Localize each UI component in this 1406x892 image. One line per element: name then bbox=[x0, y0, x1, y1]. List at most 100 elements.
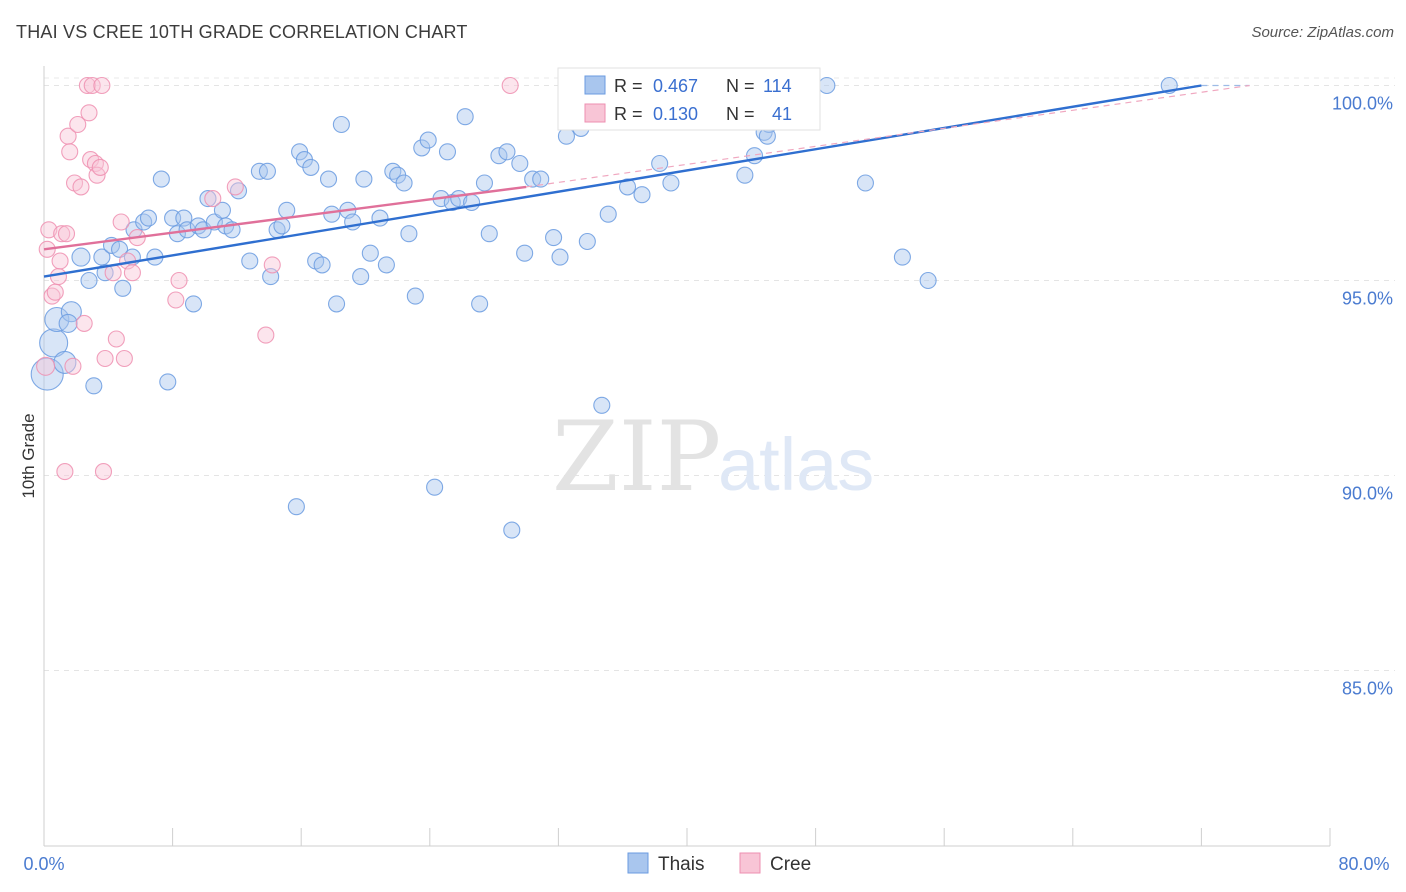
thais-point-106 bbox=[856, 174, 874, 192]
cree-point-17 bbox=[78, 76, 96, 95]
series-legend-swatch-thais bbox=[627, 852, 649, 874]
cree-trend-line bbox=[43, 185, 527, 251]
cree-point-34 bbox=[167, 291, 185, 309]
cree-point-36 bbox=[204, 190, 222, 208]
cree-trend-extension bbox=[526, 84, 1250, 188]
cree-point-28 bbox=[107, 330, 125, 348]
y-tick-label-85: 85.0% bbox=[1342, 679, 1393, 699]
cree-point-6 bbox=[51, 252, 69, 270]
gridlines bbox=[44, 77, 1395, 671]
thais-point-107 bbox=[893, 248, 911, 266]
cree-point-25 bbox=[94, 463, 113, 481]
thais-point-62 bbox=[406, 287, 424, 305]
thais-point-5 bbox=[58, 313, 78, 333]
cree-point-38 bbox=[257, 326, 275, 344]
legend-cree-r-value: 0.130 bbox=[653, 104, 698, 124]
cree-point-40 bbox=[501, 76, 519, 95]
x-ticks bbox=[43, 828, 1331, 846]
stats-legend: R = 0.467 N = 114 R = 0.130 N = 41 bbox=[557, 67, 821, 131]
thais-point-94 bbox=[633, 186, 651, 204]
cree-point-29 bbox=[112, 213, 130, 231]
thais-point-56 bbox=[371, 209, 389, 227]
cree-point-16 bbox=[75, 314, 93, 332]
cree-point-11 bbox=[61, 143, 79, 161]
thais-point-53 bbox=[352, 268, 370, 286]
cree-point-12 bbox=[64, 357, 82, 375]
chart-source: Source: ZipAtlas.com bbox=[1251, 24, 1394, 41]
thais-point-49 bbox=[328, 295, 346, 313]
cree-point-20 bbox=[83, 76, 101, 95]
thais-point-1 bbox=[39, 328, 69, 358]
thais-point-100 bbox=[736, 166, 754, 184]
thais-point-89 bbox=[593, 396, 611, 414]
thais-point-40 bbox=[278, 201, 296, 219]
thais-point-76 bbox=[498, 143, 516, 161]
thais-point-17 bbox=[139, 209, 158, 227]
series-legend-swatch-cree bbox=[739, 852, 761, 874]
thais-point-72 bbox=[471, 295, 489, 313]
thais-point-82 bbox=[545, 229, 563, 247]
watermark: ZIP atlas bbox=[552, 401, 874, 513]
cree-point-2 bbox=[40, 221, 58, 239]
thais-point-67 bbox=[438, 143, 457, 161]
thais-point-77 bbox=[503, 521, 521, 539]
cree-point-7 bbox=[53, 225, 71, 243]
thais-point-96 bbox=[651, 154, 669, 173]
thais-point-54 bbox=[355, 170, 373, 188]
watermark-atlas: atlas bbox=[718, 423, 874, 506]
legend-swatch-thais bbox=[584, 75, 606, 95]
cree-point-26 bbox=[96, 349, 114, 368]
y-tick-label-90: 90.0% bbox=[1342, 484, 1393, 504]
thais-point-61 bbox=[400, 225, 418, 243]
thais-point-65 bbox=[426, 478, 444, 496]
thais-point-104 bbox=[758, 127, 776, 145]
legend-cree-r-label: R = bbox=[614, 104, 643, 124]
cree-point-39 bbox=[263, 256, 281, 274]
legend-thais-n-value: 114 bbox=[763, 76, 792, 96]
thais-trend-line bbox=[43, 84, 1202, 278]
thais-point-46 bbox=[313, 256, 331, 274]
legend-cree-n-label: N = bbox=[726, 104, 755, 124]
thais-point-79 bbox=[516, 244, 534, 262]
thais-point-7 bbox=[80, 271, 98, 290]
thais-point-20 bbox=[159, 373, 177, 391]
cree-point-9 bbox=[57, 225, 76, 243]
x-tick-label-max: 80.0% bbox=[1338, 854, 1389, 874]
cree-point-32 bbox=[123, 264, 141, 282]
thais-point-13 bbox=[114, 279, 132, 297]
cree-point-24 bbox=[93, 76, 111, 95]
thais-point-74 bbox=[480, 225, 498, 243]
thais-point-57 bbox=[377, 256, 395, 274]
thais-point-81 bbox=[532, 170, 550, 188]
thais-point-19 bbox=[152, 170, 170, 188]
thais-point-70 bbox=[456, 108, 474, 126]
thais-point-105 bbox=[818, 76, 836, 95]
legend-thais-r-value: 0.467 bbox=[653, 76, 698, 96]
thais-point-108 bbox=[919, 271, 937, 290]
cree-point-37 bbox=[226, 178, 244, 196]
y-tick-labels: 85.0% 90.0% 95.0% 100.0% bbox=[1332, 94, 1393, 699]
thais-point-47 bbox=[319, 170, 338, 188]
thais-point-36 bbox=[258, 162, 276, 180]
series-legend-label-cree: Cree bbox=[770, 854, 811, 875]
series-cree-points bbox=[36, 76, 519, 481]
thais-point-55 bbox=[361, 244, 379, 262]
thais-point-87 bbox=[578, 232, 596, 251]
thais-point-90 bbox=[599, 205, 617, 223]
legend-cree-n-value: 41 bbox=[772, 104, 792, 124]
legend-swatch-cree bbox=[584, 103, 606, 123]
thais-point-92 bbox=[618, 178, 637, 196]
x-tick-label-min: 0.0% bbox=[23, 854, 64, 874]
thais-point-8 bbox=[85, 377, 103, 395]
cree-point-8 bbox=[56, 463, 74, 481]
cree-point-23 bbox=[91, 158, 109, 176]
thais-point-60 bbox=[395, 174, 413, 192]
thais-point-64 bbox=[419, 131, 437, 149]
thais-point-78 bbox=[511, 154, 529, 173]
thais-point-48 bbox=[323, 205, 341, 223]
thais-point-83 bbox=[551, 248, 569, 266]
thais-point-6 bbox=[71, 247, 91, 267]
trend-lines bbox=[43, 84, 1250, 278]
thais-point-12 bbox=[111, 240, 129, 258]
